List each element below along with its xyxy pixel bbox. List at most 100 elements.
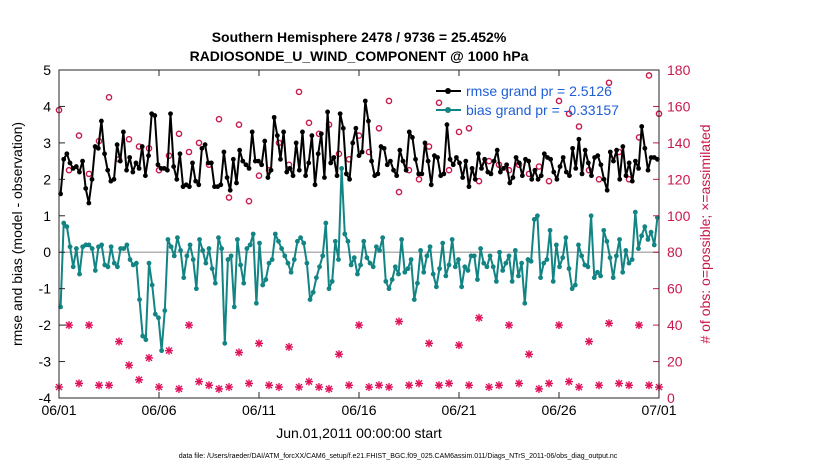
rmse-point [626, 160, 632, 166]
rmse-point [73, 164, 79, 169]
y-axis-label: rmse and bias (model - observation) [9, 122, 25, 346]
chart-title: Southern Hemisphere 2478 / 9736 = 25.452… [212, 29, 507, 45]
bias-point [535, 213, 540, 219]
bias-point [449, 237, 455, 242]
bias-point [178, 248, 183, 253]
obs-assimilated-point [395, 317, 403, 326]
bias-point [493, 278, 499, 284]
y2-tick-label: 20 [667, 354, 683, 370]
bias-point [604, 238, 610, 244]
bias-point [140, 333, 146, 339]
bias-point [288, 269, 294, 275]
obs-possible-point [645, 72, 653, 79]
rmse-point [80, 158, 85, 164]
rmse-point [425, 158, 431, 164]
bias-point [329, 278, 335, 284]
rmse-point [601, 176, 607, 182]
rmse-point [504, 162, 510, 168]
rmse-point [334, 173, 340, 179]
bias-point [272, 231, 278, 237]
y2-tick-label: 60 [667, 281, 683, 297]
bias-point [642, 224, 648, 230]
bias-point [111, 260, 117, 266]
plot-area [59, 70, 659, 398]
y2-tick-label: 40 [667, 317, 683, 333]
rmse-point [595, 153, 601, 159]
bias-point [301, 240, 307, 246]
rmse-point [629, 178, 635, 184]
rmse-point [249, 129, 255, 135]
rmse-point [130, 169, 136, 175]
obs-assimilated-point [155, 383, 163, 392]
plot-frame [58, 69, 660, 399]
rmse-point [617, 176, 623, 182]
rmse-point [133, 160, 139, 166]
obs-assimilated-point [165, 346, 173, 355]
obs-assimilated-point [535, 384, 543, 393]
rmse-point [519, 173, 525, 179]
rmse-point [381, 145, 387, 151]
obs-assimilated-point [355, 321, 363, 330]
rmse-point [168, 111, 173, 117]
bias-point [538, 275, 543, 281]
bias-point [402, 269, 408, 275]
rmse-point [645, 167, 651, 173]
y-tick-label: 0 [43, 244, 51, 260]
bias-point [446, 262, 452, 268]
bias-point [209, 266, 215, 272]
rmse-point [117, 158, 123, 164]
rmse-point [463, 158, 469, 164]
obs-assimilated-point [325, 384, 333, 393]
bias-point [601, 227, 607, 233]
obs-possible-point [295, 88, 303, 96]
bias-point [595, 269, 600, 275]
obs-possible-point [415, 176, 423, 183]
bias-point [115, 264, 120, 270]
obs-possible-point [75, 132, 83, 139]
bias-point [228, 253, 234, 259]
rmse-point [369, 158, 374, 164]
rmse-point [318, 131, 324, 137]
bias-point [411, 297, 417, 302]
rmse-point [218, 182, 224, 188]
obs-assimilated-point [445, 379, 453, 388]
bias-point [500, 268, 506, 273]
bias-point [475, 277, 480, 282]
rmse-point [306, 160, 312, 166]
bias-point [77, 271, 82, 277]
bias-point [355, 271, 360, 277]
obs-assimilated-point [135, 375, 143, 384]
rmse-point [573, 166, 579, 171]
bias-point [143, 337, 149, 343]
rmse-point [419, 171, 425, 177]
obs-assimilated-point [225, 383, 233, 392]
bias-point [389, 277, 395, 282]
obs-possible-point [595, 176, 603, 183]
x-tick-label: 06/16 [341, 402, 376, 418]
bias-point [231, 304, 237, 310]
obs-possible-point [435, 99, 443, 107]
bias-point [632, 209, 638, 215]
rmse-point [230, 156, 236, 162]
rmse-point [340, 125, 346, 131]
obs-assimilated-point [115, 337, 123, 346]
axis-ticks-layer: 06/01 06/06 06/11 06/16 06/21 06/26 07/01 -4 -3 -… [39, 62, 691, 418]
y2-tick-label: 0 [667, 390, 675, 406]
obs-possible-point [605, 79, 613, 87]
rmse-point [240, 158, 246, 164]
bias-point [190, 257, 196, 262]
y2-tick-label: 80 [667, 244, 683, 260]
x-tick-label: 06/06 [141, 402, 176, 418]
rmse-point [394, 173, 400, 179]
rmse-point [475, 151, 481, 157]
y2-tick-label: 140 [667, 135, 691, 151]
rmse-point [312, 182, 318, 188]
bias-point [197, 237, 202, 242]
obs-assimilated-point [635, 321, 643, 330]
bias-point [238, 262, 243, 268]
bias-point [370, 264, 376, 270]
bias-point [92, 268, 98, 273]
y-tick-label: -4 [39, 390, 52, 406]
rmse-point [142, 173, 148, 179]
